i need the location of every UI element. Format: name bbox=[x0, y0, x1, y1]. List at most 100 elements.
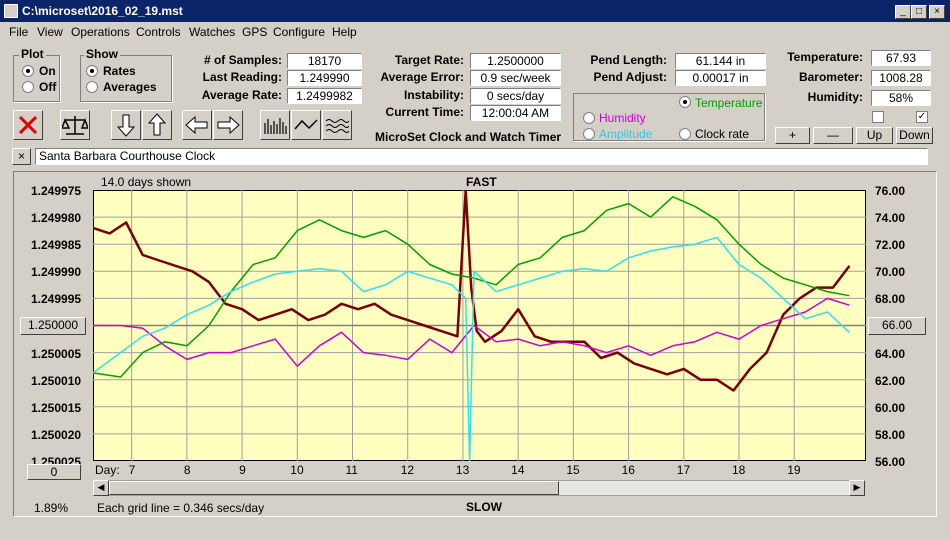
menu-bar: File View Operations Controls Watches GP… bbox=[0, 22, 950, 42]
pend-length-label: Pend Length: bbox=[590, 53, 667, 67]
x-axis-tick-label: 17 bbox=[676, 463, 691, 477]
x-axis-tick-label: 10 bbox=[290, 463, 304, 477]
x-axis-tick-label: 8 bbox=[183, 463, 191, 477]
temperature-value: 67.93 bbox=[871, 50, 931, 66]
temperature-radio[interactable] bbox=[679, 96, 691, 108]
down-button[interactable]: Down bbox=[896, 127, 933, 144]
plot-on-radio[interactable] bbox=[22, 65, 34, 77]
instability-label: Instability: bbox=[403, 88, 464, 102]
current-time-label: Current Time: bbox=[385, 105, 464, 119]
instability-value: 0 secs/day bbox=[470, 88, 561, 104]
right-value-box[interactable]: 66.00 bbox=[868, 317, 926, 335]
wave-chart-icon bbox=[325, 119, 349, 133]
plot-off-label: Off bbox=[39, 80, 57, 94]
series-amplitude bbox=[93, 236, 850, 461]
humidity-value: 58% bbox=[871, 90, 931, 106]
left-axis-tick-label: 1.250015 bbox=[31, 400, 82, 415]
menu-gps[interactable]: GPS bbox=[242, 25, 268, 39]
bar-chart-icon bbox=[264, 118, 287, 134]
scroll-left-button[interactable]: ◀ bbox=[93, 480, 109, 496]
x-axis-tick-label: 9 bbox=[239, 463, 246, 477]
clock-name-field[interactable]: Santa Barbara Courthouse Clock bbox=[35, 148, 928, 165]
right-axis-tick-label: 62.00 bbox=[875, 373, 906, 388]
x-axis-tick-label: 16 bbox=[621, 463, 635, 477]
pend-adjust-label: Pend Adjust: bbox=[593, 70, 667, 84]
arrow-right-button[interactable] bbox=[213, 110, 243, 140]
samples-value: 18170 bbox=[287, 53, 362, 69]
last-reading-label: Last Reading: bbox=[202, 70, 282, 84]
menu-file[interactable]: File bbox=[9, 25, 29, 39]
minimize-button[interactable]: _ bbox=[895, 5, 911, 19]
left-axis-tick-label: 1.249995 bbox=[31, 292, 82, 307]
red-x-icon bbox=[18, 115, 38, 135]
left-axis-tick-label: 1.249980 bbox=[31, 211, 82, 226]
x-axis-tick-label: 7 bbox=[128, 463, 136, 477]
series-rate bbox=[93, 190, 851, 392]
reset-button[interactable] bbox=[13, 110, 43, 140]
zero-box[interactable]: 0 bbox=[27, 464, 81, 480]
menu-watches[interactable]: Watches bbox=[189, 25, 236, 39]
slow-label: SLOW bbox=[466, 500, 502, 514]
scroll-thumb[interactable] bbox=[109, 481, 559, 495]
bars-view-button[interactable] bbox=[260, 110, 290, 140]
x-axis-tick-label: 18 bbox=[732, 463, 746, 477]
clock-rate-radio[interactable] bbox=[679, 128, 691, 140]
left-value-box[interactable]: 1.250000 bbox=[20, 317, 86, 335]
aux-options-group bbox=[573, 93, 765, 141]
amplitude-radio[interactable] bbox=[583, 128, 595, 140]
aux-checkbox-1[interactable] bbox=[872, 111, 884, 123]
menu-controls[interactable]: Controls bbox=[136, 25, 181, 39]
aux-checkbox-2[interactable]: ✓ bbox=[916, 111, 928, 123]
current-time-value: 12:00:04 AM bbox=[470, 105, 561, 121]
x-axis-tick-label: 12 bbox=[400, 463, 415, 477]
x-axis-tick-label: 13 bbox=[455, 463, 470, 477]
right-axis-tick-label: 58.00 bbox=[875, 427, 906, 442]
show-averages-label: Averages bbox=[103, 80, 157, 94]
close-button[interactable]: × bbox=[929, 5, 945, 19]
left-axis-tick-label: 1.250005 bbox=[31, 346, 82, 361]
grid-note-label: Each grid line = 0.346 secs/day bbox=[97, 501, 265, 515]
show-rates-radio[interactable] bbox=[86, 65, 98, 77]
menu-configure[interactable]: Configure bbox=[273, 25, 326, 39]
pend-adjust-value: 0.00017 in bbox=[675, 70, 766, 86]
plot-group bbox=[13, 55, 60, 102]
up-button[interactable]: Up bbox=[856, 127, 893, 144]
arrow-up-button[interactable] bbox=[142, 110, 172, 140]
left-axis-tick-label: 1.250020 bbox=[31, 427, 82, 442]
arrow-left-button[interactable] bbox=[182, 110, 212, 140]
right-axis-tick-label: 64.00 bbox=[875, 346, 906, 361]
arrow-up-icon bbox=[148, 113, 166, 136]
menu-view[interactable]: View bbox=[37, 25, 63, 39]
clock-close-button[interactable]: × bbox=[12, 148, 31, 165]
right-axis-tick-label: 74.00 bbox=[875, 211, 906, 226]
balance-button[interactable] bbox=[60, 110, 90, 140]
humidity-label: Humidity: bbox=[807, 90, 863, 104]
plot-off-radio[interactable] bbox=[22, 81, 34, 93]
average-error-label: Average Error: bbox=[380, 70, 464, 84]
menu-help[interactable]: Help bbox=[332, 25, 357, 39]
arrow-left-icon bbox=[185, 116, 208, 134]
average-rate-value: 1.2499982 bbox=[287, 88, 362, 104]
wave-view-button[interactable] bbox=[322, 110, 352, 140]
show-averages-radio[interactable] bbox=[86, 81, 98, 93]
menu-operations[interactable]: Operations bbox=[71, 25, 130, 39]
plot-group-title: Plot bbox=[19, 47, 46, 61]
show-group-title: Show bbox=[84, 47, 120, 61]
minus-button[interactable]: — bbox=[813, 127, 853, 144]
arrow-down-button[interactable] bbox=[111, 110, 141, 140]
last-reading-value: 1.249990 bbox=[287, 70, 362, 86]
left-axis-tick-label: 1.249985 bbox=[31, 238, 82, 253]
scroll-right-button[interactable]: ▶ bbox=[849, 480, 865, 496]
average-rate-label: Average Rate: bbox=[201, 88, 282, 102]
temperature-option-label: Temperature bbox=[695, 96, 763, 110]
maximize-button[interactable]: □ bbox=[911, 5, 927, 19]
plus-button[interactable]: + bbox=[775, 127, 810, 144]
line-view-button[interactable] bbox=[291, 110, 321, 140]
show-rates-label: Rates bbox=[103, 64, 136, 78]
x-axis-tick-label: 14 bbox=[511, 463, 525, 477]
app-name-label: MicroSet Clock and Watch Timer bbox=[375, 130, 562, 144]
title-bar bbox=[0, 0, 950, 22]
x-axis-label: Day: bbox=[95, 463, 120, 477]
humidity-radio[interactable] bbox=[583, 112, 595, 124]
left-axis-tick-label: 1.249990 bbox=[31, 265, 82, 280]
